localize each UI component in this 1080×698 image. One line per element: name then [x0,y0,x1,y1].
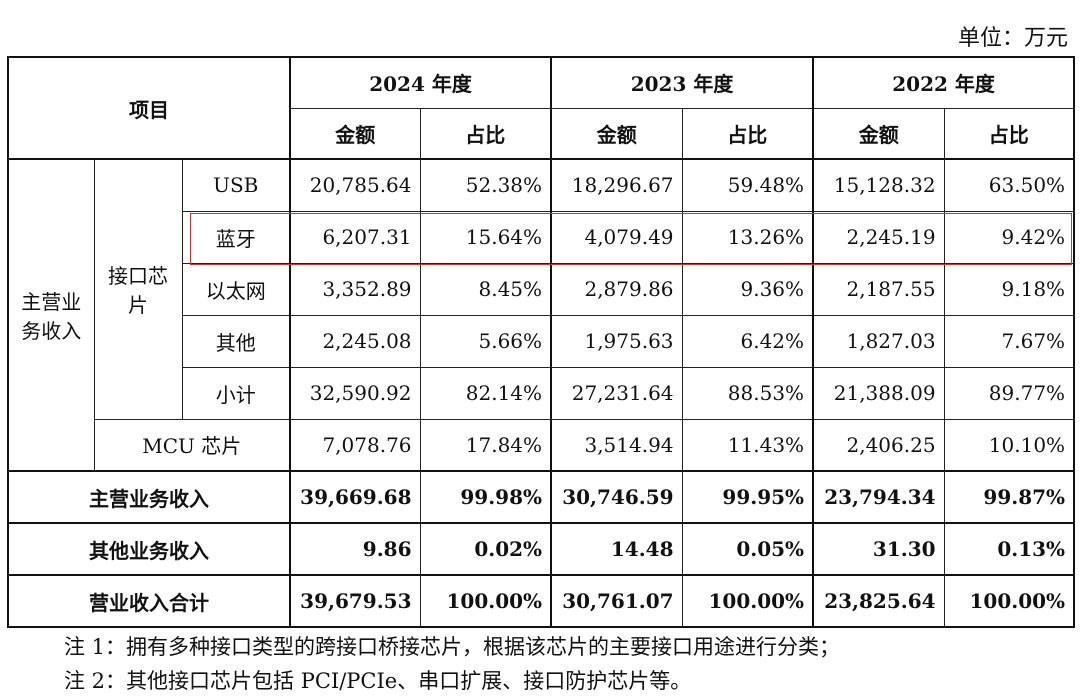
cell-amount: 2,406.25 [812,418,945,472]
cell-amount: 32,590.92 [289,366,421,420]
cell-amount: 1,827.03 [812,314,945,368]
cell-ratio: 100.00% [681,574,814,628]
header-amount: 金额 [812,107,945,160]
cell-amount: 3,514.94 [550,418,683,472]
cell-ratio: 63.50% [943,158,1075,212]
cell-amount: 31.30 [812,522,945,576]
group-interface-chip: 接口芯片 [93,158,183,420]
cell-amount: 6,207.31 [289,210,421,264]
cell-amount: 2,245.08 [289,314,421,368]
cell-ratio: 0.02% [419,522,552,576]
cell-ratio: 99.95% [681,470,814,524]
footnote-1: 注 1：拥有多种接口类型的跨接口桥接芯片，根据该芯片的主要接口用途进行分类； [64,635,841,659]
cell-ratio: 6.42% [681,314,814,368]
header-amount: 金额 [550,107,683,160]
row-label: 小计 [181,366,291,420]
footnote-2: 注 2：其他接口芯片包括 PCI/PCIe、串口扩展、接口防护芯片等。 [64,669,692,693]
cell-ratio: 5.66% [419,314,552,368]
cell-ratio: 13.26% [681,210,814,264]
cell-amount: 39,679.53 [289,574,421,628]
cell-amount: 27,231.64 [550,366,683,420]
row-label: USB [181,158,291,212]
row-label: 以太网 [181,262,291,316]
group-main-line2: 务收入 [21,319,82,343]
cell-amount: 15,128.32 [812,158,945,212]
cell-ratio: 17.84% [419,418,552,472]
cell-ratio: 8.45% [419,262,552,316]
header-year-2024: 2024 年度 [289,56,552,109]
cell-amount: 18,296.67 [550,158,683,212]
cell-amount: 23,794.34 [812,470,945,524]
cell-ratio: 89.77% [943,366,1075,420]
group-iface-line1: 接口芯 [108,264,168,289]
cell-ratio: 10.10% [943,418,1075,472]
cell-ratio: 100.00% [943,574,1075,628]
header-item: 项目 [7,56,291,160]
cell-amount: 21,388.09 [812,366,945,420]
row-label-other: 其他业务收入 [7,522,291,576]
cell-ratio: 9.18% [943,262,1075,316]
header-year-2023: 2023 年度 [550,56,814,109]
cell-ratio: 100.00% [419,574,552,628]
cell-amount: 2,879.86 [550,262,683,316]
header-ratio: 占比 [681,107,814,160]
cell-amount: 14.48 [550,522,683,576]
header-ratio: 占比 [943,107,1075,160]
cell-ratio: 15.64% [419,210,552,264]
row-label-grand-total: 营业收入合计 [7,574,291,628]
cell-amount: 30,746.59 [550,470,683,524]
row-label: 其他 [181,314,291,368]
cell-amount: 2,245.19 [812,210,945,264]
footnotes: 注 1：拥有多种接口类型的跨接口桥接芯片，根据该芯片的主要接口用途进行分类； 注… [64,630,840,698]
group-main-line1: 主营业 [21,290,82,314]
row-label: MCU 芯片 [93,418,291,472]
cell-ratio: 99.98% [419,470,552,524]
header-year-2022: 2022 年度 [812,56,1075,109]
cell-amount: 2,187.55 [812,262,945,316]
cell-ratio: 59.48% [681,158,814,212]
header-amount: 金额 [289,107,421,160]
cell-amount: 9.86 [289,522,421,576]
cell-amount: 20,785.64 [289,158,421,212]
cell-amount: 7,078.76 [289,418,421,472]
cell-ratio: 9.42% [943,210,1075,264]
cell-ratio: 9.36% [681,262,814,316]
header-ratio: 占比 [419,107,552,160]
cell-ratio: 52.38% [419,158,552,212]
row-label: 蓝牙 [181,210,291,264]
cell-ratio: 88.53% [681,366,814,420]
cell-ratio: 7.67% [943,314,1075,368]
cell-amount: 39,669.68 [289,470,421,524]
cell-amount: 23,825.64 [812,574,945,628]
unit-label: 单位：万元 [957,26,1068,51]
group-iface-line2: 片 [128,293,148,318]
revenue-table: 项目 2024 年度 2023 年度 2022 年度 金额 占比 金额 占比 金… [7,56,1076,628]
cell-amount: 3,352.89 [289,262,421,316]
row-label-main-total: 主营业务收入 [7,470,291,524]
cell-ratio: 11.43% [681,418,814,472]
cell-amount: 30,761.07 [550,574,683,628]
group-main-revenue: 主营业 务收入 [7,158,95,472]
cell-amount: 4,079.49 [550,210,683,264]
cell-ratio: 0.13% [943,522,1075,576]
cell-ratio: 0.05% [681,522,814,576]
cell-ratio: 82.14% [419,366,552,420]
cell-amount: 1,975.63 [550,314,683,368]
cell-ratio: 99.87% [943,470,1075,524]
